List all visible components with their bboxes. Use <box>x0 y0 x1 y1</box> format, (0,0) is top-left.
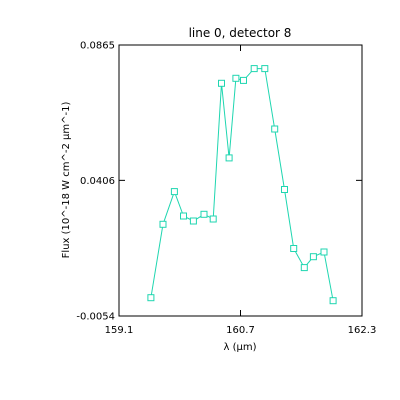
data-point <box>300 264 308 272</box>
data-point <box>189 217 197 225</box>
y-tick-label: 0.0406 <box>80 176 115 187</box>
data-point <box>200 210 208 218</box>
data-point <box>147 294 155 302</box>
data-point <box>290 245 298 252</box>
chart-title: line 0, detector 8 <box>189 26 292 40</box>
data-point <box>180 212 187 220</box>
y-tick-label: -0.0054 <box>76 312 115 323</box>
x-tick-label: 162.3 <box>348 325 377 336</box>
data-point <box>225 154 233 162</box>
data-point <box>232 74 240 82</box>
x-tick-label: 159.1 <box>105 325 134 336</box>
data-point <box>218 79 225 87</box>
data-point <box>240 76 247 84</box>
data-point <box>281 186 288 193</box>
plot-frame <box>118 44 363 317</box>
data-point <box>320 248 328 256</box>
data-point <box>309 253 317 261</box>
series-0 <box>147 65 337 305</box>
x-axis-ticks: 159.1 160.7 162.3 <box>105 45 377 336</box>
x-tick-label: 160.7 <box>226 325 255 336</box>
data-point <box>209 215 217 223</box>
y-axis-ticks: -0.0054 0.0406 0.0865 <box>76 41 362 323</box>
y-axis-title: Flux (10^-18 W cm^-2 μm^-1) <box>61 102 72 259</box>
data-point <box>329 297 337 305</box>
y-tick-label: 0.0865 <box>80 41 115 52</box>
data-point <box>261 65 269 73</box>
data-point <box>159 220 167 228</box>
data-point <box>271 125 279 133</box>
x-axis-title: λ (μm) <box>223 342 256 353</box>
data-point <box>250 65 258 73</box>
data-point <box>170 188 178 196</box>
